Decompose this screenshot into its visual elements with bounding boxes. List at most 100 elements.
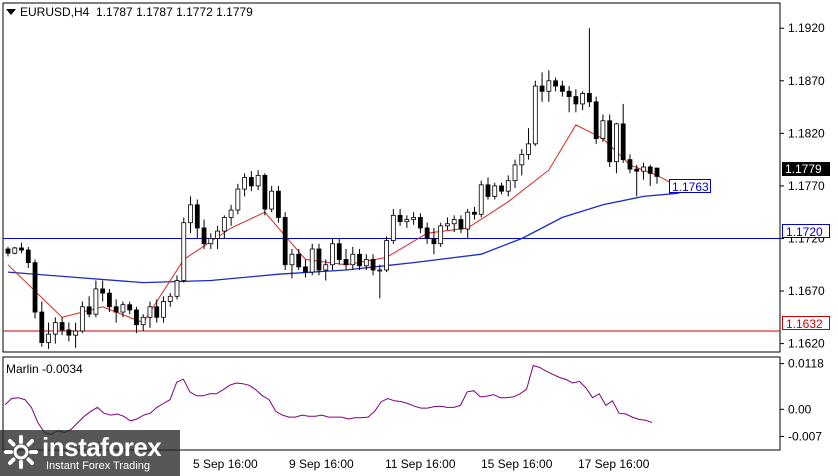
- candle: [46, 322, 51, 349]
- candle-body: [411, 217, 417, 220]
- price-chart-pane[interactable]: 1.1920 1.1870 1.1820 1.1770 1.1720 1.1670 1.16…: [0, 0, 838, 355]
- candle-body: [46, 333, 51, 343]
- price-chart-svg: 1.19201.18701.18201.17701.17201.16701.16…: [2, 2, 825, 353]
- candle-body: [25, 249, 31, 264]
- candle-body: [363, 259, 369, 267]
- candle: [248, 171, 254, 192]
- candle: [276, 185, 281, 223]
- candle-body: [614, 123, 619, 163]
- blue-level-tag: 1.1720: [782, 224, 830, 239]
- candle-body: [607, 120, 613, 163]
- candle-body: [445, 223, 450, 227]
- candle-body: [221, 217, 227, 232]
- candle-body: [93, 288, 99, 315]
- candle-body: [641, 166, 646, 172]
- candle: [154, 299, 160, 323]
- candle: [370, 254, 376, 276]
- candle-body: [424, 227, 430, 239]
- candle-body: [79, 306, 85, 332]
- candle-body: [627, 159, 633, 170]
- candle-body: [282, 217, 288, 266]
- candle: [445, 217, 450, 231]
- candle-body: [12, 247, 18, 254]
- candle: [93, 280, 99, 318]
- candle-body: [127, 304, 133, 311]
- candle-body: [438, 225, 444, 245]
- indicator-title: Marlin -0.0034: [6, 362, 83, 376]
- brand-tagline: Instant Forex Trading: [46, 460, 150, 472]
- candle-body: [73, 330, 79, 336]
- time-label: 15 Sep 16:00: [481, 457, 553, 471]
- candle: [221, 215, 227, 239]
- candle: [539, 72, 545, 102]
- candle: [52, 317, 58, 344]
- candle-body: [472, 211, 477, 215]
- ma-value-label: 1.1763: [669, 179, 711, 194]
- candle: [181, 217, 187, 283]
- ohlc-values: 1.1787 1.1787 1.1772 1.1779: [96, 5, 253, 19]
- candle-body: [181, 222, 187, 281]
- indicator-tick-label: 0.00: [788, 402, 812, 416]
- candle-body: [235, 188, 241, 211]
- candle: [86, 296, 92, 318]
- candle: [39, 301, 45, 347]
- candle-body: [357, 253, 362, 267]
- candle-body: [52, 322, 58, 335]
- candle-body: [154, 306, 160, 318]
- candle: [107, 288, 112, 313]
- indicator-tick-label: -0.007: [788, 429, 822, 443]
- candle-body: [316, 248, 322, 271]
- candle: [262, 173, 268, 216]
- chart-title: EURUSD,H4 1.1787 1.1787 1.1772 1.1779: [6, 5, 253, 19]
- candle: [438, 222, 444, 247]
- candle-body: [5, 248, 11, 254]
- candle-body: [593, 101, 599, 140]
- candle: [363, 254, 369, 271]
- candle-body: [532, 85, 538, 145]
- candle: [32, 259, 38, 319]
- candle: [73, 322, 79, 348]
- candle-body: [492, 185, 498, 197]
- candle: [174, 275, 180, 300]
- candle-body: [262, 174, 268, 210]
- candle: [255, 170, 261, 191]
- candle-body: [161, 301, 166, 318]
- candle: [269, 185, 275, 213]
- candle-body: [465, 211, 471, 230]
- candle-body: [255, 174, 261, 187]
- candle: [120, 301, 126, 318]
- candle: [377, 264, 383, 299]
- candle: [208, 233, 214, 249]
- candle: [5, 246, 11, 257]
- marlin-oscillator-line: [4, 364, 653, 436]
- candle-body: [404, 219, 410, 223]
- candle: [411, 212, 417, 225]
- candle-body: [499, 185, 504, 192]
- candle: [201, 219, 207, 249]
- candle: [553, 77, 558, 92]
- candle: [607, 114, 613, 167]
- candle-body: [276, 190, 281, 218]
- candle: [647, 164, 653, 186]
- candle-body: [546, 80, 552, 92]
- candle-body: [120, 304, 126, 313]
- candle: [113, 299, 119, 323]
- candle-body: [32, 262, 38, 313]
- candle-body: [397, 214, 403, 223]
- candle: [140, 314, 146, 331]
- candle: [289, 248, 295, 279]
- candle: [485, 177, 491, 200]
- candle-body: [194, 204, 200, 229]
- candle: [296, 248, 302, 271]
- candle-body: [654, 167, 660, 177]
- price-tick-label: 1.1920: [788, 21, 825, 35]
- collapse-arrow-icon[interactable]: [6, 9, 16, 15]
- candle: [465, 209, 471, 239]
- candle-body: [269, 190, 275, 210]
- brand-wordmark: instaforex: [42, 432, 162, 462]
- candle: [526, 128, 531, 160]
- time-label: 17 Sep 16:00: [578, 457, 650, 471]
- price-tick-label: 1.1670: [788, 284, 825, 298]
- candle: [309, 243, 315, 276]
- candle-body: [323, 264, 329, 271]
